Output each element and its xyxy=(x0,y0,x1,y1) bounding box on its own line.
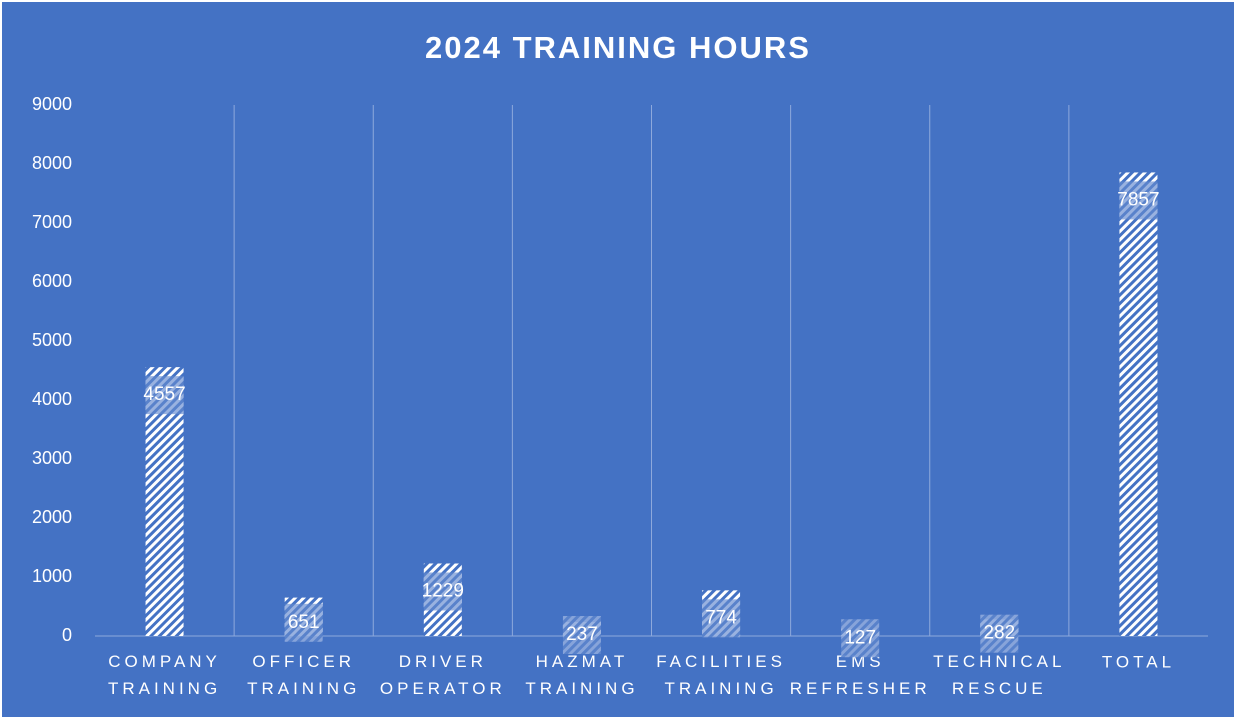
x-tick-label: OFFICER TRAINING xyxy=(247,652,360,698)
value-label-box xyxy=(1119,181,1158,220)
y-tick-label: 6000 xyxy=(32,271,72,291)
value-label: 127 xyxy=(844,627,876,648)
x-tick-label: HAZMAT TRAINING xyxy=(525,652,638,698)
value-label: 774 xyxy=(705,607,737,628)
y-tick-label: 9000 xyxy=(32,94,72,114)
y-tick-label: 0 xyxy=(62,625,72,645)
value-label-box xyxy=(702,599,741,638)
y-tick-label: 7000 xyxy=(32,212,72,232)
y-tick-label: 5000 xyxy=(32,330,72,350)
value-label: 282 xyxy=(983,623,1015,644)
x-tick-label: COMPANY TRAINING xyxy=(108,652,221,698)
x-tick-label: TOTAL xyxy=(1102,652,1175,671)
value-label-box xyxy=(562,616,601,655)
x-tick-label: DRIVER OPERATOR xyxy=(380,652,506,698)
value-label-box xyxy=(284,603,323,642)
y-tick-label: 8000 xyxy=(32,153,72,173)
x-tick-label: FACILITIES TRAINING xyxy=(656,652,786,698)
value-label-box xyxy=(423,572,462,611)
value-label: 7857 xyxy=(1117,189,1159,210)
value-label: 651 xyxy=(288,612,320,633)
y-tick-label: 3000 xyxy=(32,448,72,468)
y-tick-label: 4000 xyxy=(32,389,72,409)
value-label: 1229 xyxy=(422,581,464,602)
value-label-box xyxy=(841,619,880,658)
bar xyxy=(1119,172,1158,636)
value-label-box xyxy=(980,614,1019,653)
y-tick-label: 1000 xyxy=(32,566,72,586)
value-label: 237 xyxy=(566,624,598,645)
value-label-box xyxy=(145,376,184,415)
chart-title: 2024 TRAINING HOURS xyxy=(425,30,811,65)
y-tick-label: 2000 xyxy=(32,507,72,527)
x-tick-label: TECHNICAL RESCUE xyxy=(933,652,1065,698)
value-label: 4557 xyxy=(143,384,185,405)
